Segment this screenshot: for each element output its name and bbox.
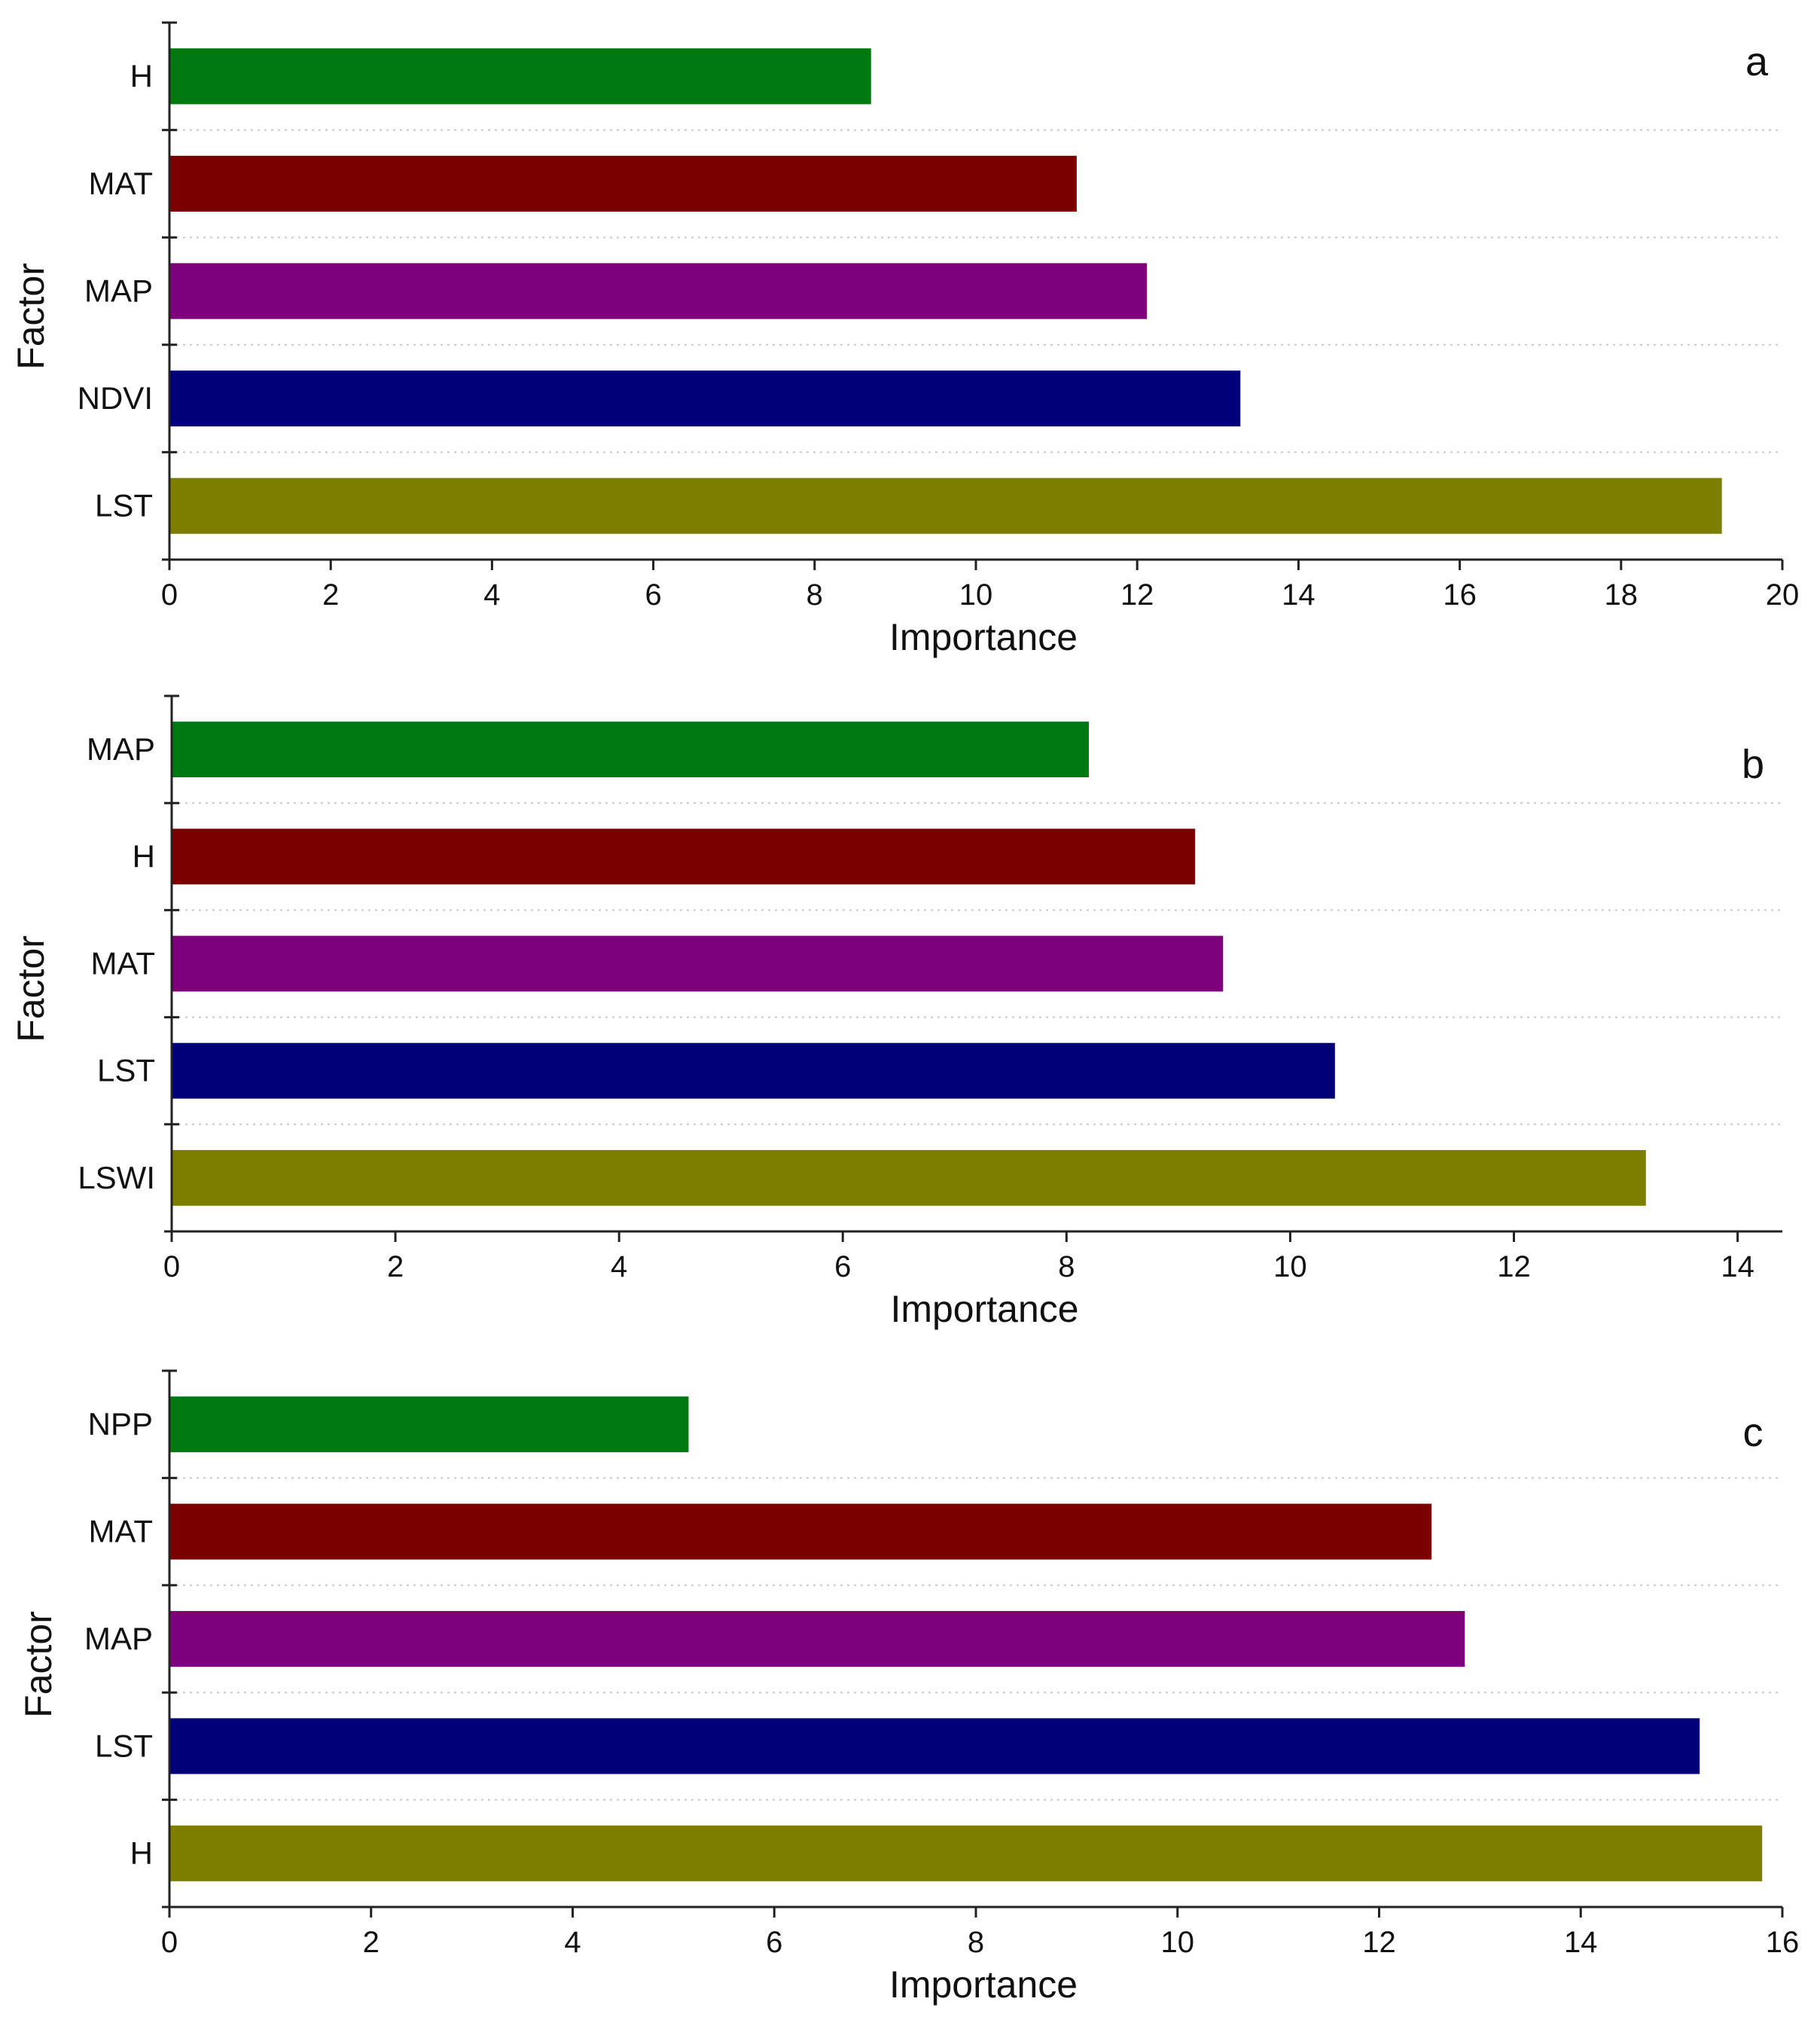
category-label: NDVI xyxy=(78,380,153,416)
x-tick-label: 2 xyxy=(322,578,339,612)
y-axis-title: Factor xyxy=(17,1611,59,1718)
panel-a: H MAT MAP NDVI LST 0 2 4 6 8 10 12 14 16 18 20 Importanc… xyxy=(0,0,1820,663)
x-tick-label: 2 xyxy=(363,1926,380,1959)
bar-mat xyxy=(169,155,1077,212)
x-tick-label: 8 xyxy=(968,1926,984,1959)
category-label: MAP xyxy=(87,731,155,767)
x-tick-label: 10 xyxy=(1161,1926,1195,1959)
category-label: MAP xyxy=(84,1621,153,1656)
x-axis-title: Importance xyxy=(889,1963,1078,2006)
x-tick-label: 16 xyxy=(1766,1926,1800,1959)
x-tick-label: 12 xyxy=(1120,578,1154,612)
x-tick-label: 10 xyxy=(1273,1250,1307,1283)
panel-c: NPP MAT MAP LST H 0 2 4 6 8 10 12 14 16 Importance Fact… xyxy=(0,1348,1820,2011)
chart-b: MAP H MAT LST LSWI 0 2 4 6 8 10 12 14 Importance Facto… xyxy=(10,694,1782,1330)
bar-h xyxy=(172,828,1196,885)
panel-label: c xyxy=(1743,1410,1764,1455)
panel-label: a xyxy=(1745,39,1769,84)
x-tick-label: 16 xyxy=(1443,578,1477,612)
category-label: LSWI xyxy=(78,1160,155,1195)
x-tick-label: 0 xyxy=(163,1250,180,1283)
category-label: NPP xyxy=(88,1406,153,1442)
x-tick-label: 8 xyxy=(1058,1250,1075,1283)
category-label: H xyxy=(130,58,153,93)
x-tick-label: 20 xyxy=(1766,578,1800,612)
panel-b: MAP H MAT LST LSWI 0 2 4 6 8 10 12 14 Importance Facto… xyxy=(0,670,1820,1333)
category-label: LST xyxy=(95,1728,153,1763)
category-label: H xyxy=(130,1835,153,1871)
x-tick-label: 6 xyxy=(645,578,661,612)
x-tick-label: 12 xyxy=(1497,1250,1531,1283)
x-tick-label: 2 xyxy=(387,1250,404,1283)
bar-mat xyxy=(169,1503,1432,1560)
bar-mat xyxy=(172,935,1224,992)
y-axis-title: Factor xyxy=(10,935,52,1042)
bar-h xyxy=(169,1825,1763,1881)
category-label: MAT xyxy=(88,1514,153,1549)
bar-lst xyxy=(169,1718,1700,1774)
x-tick-label: 14 xyxy=(1721,1250,1754,1283)
bar-lst xyxy=(172,1042,1335,1099)
bar-lst xyxy=(169,478,1722,534)
x-tick-label: 4 xyxy=(564,1926,581,1959)
bar-lswi xyxy=(172,1149,1646,1206)
x-tick-label: 14 xyxy=(1564,1926,1598,1959)
x-tick-label: 6 xyxy=(766,1926,782,1959)
category-label: MAT xyxy=(88,166,153,201)
x-tick-label: 10 xyxy=(959,578,993,612)
category-label: MAT xyxy=(90,946,155,981)
x-tick-label: 4 xyxy=(611,1250,627,1283)
x-tick-label: 4 xyxy=(483,578,500,612)
bar-ndvi xyxy=(169,371,1241,427)
x-tick-label: 6 xyxy=(834,1250,851,1283)
x-tick-label: 12 xyxy=(1362,1926,1396,1959)
category-label: H xyxy=(133,838,155,874)
x-tick-label: 0 xyxy=(161,578,178,612)
x-axis-title: Importance xyxy=(890,1288,1078,1330)
x-tick-label: 0 xyxy=(161,1926,178,1959)
bar-npp xyxy=(169,1396,689,1453)
x-tick-label: 8 xyxy=(806,578,823,612)
category-label: LST xyxy=(97,1053,155,1088)
bar-h xyxy=(169,48,871,105)
bar-map xyxy=(169,1610,1465,1667)
y-axis-title: Factor xyxy=(10,263,52,370)
x-tick-label: 14 xyxy=(1282,578,1315,612)
x-axis-title: Importance xyxy=(889,616,1078,658)
bar-map xyxy=(169,263,1148,319)
chart-a: H MAT MAP NDVI LST 0 2 4 6 8 10 12 14 16 18 20 Importanc… xyxy=(10,21,1800,658)
bar-map xyxy=(172,722,1090,778)
chart-c: NPP MAT MAP LST H 0 2 4 6 8 10 12 14 16 Importance Fact… xyxy=(17,1369,1800,2006)
category-label: MAP xyxy=(84,273,153,309)
x-tick-label: 18 xyxy=(1605,578,1639,612)
panel-label: b xyxy=(1742,742,1764,787)
category-label: LST xyxy=(95,488,153,523)
